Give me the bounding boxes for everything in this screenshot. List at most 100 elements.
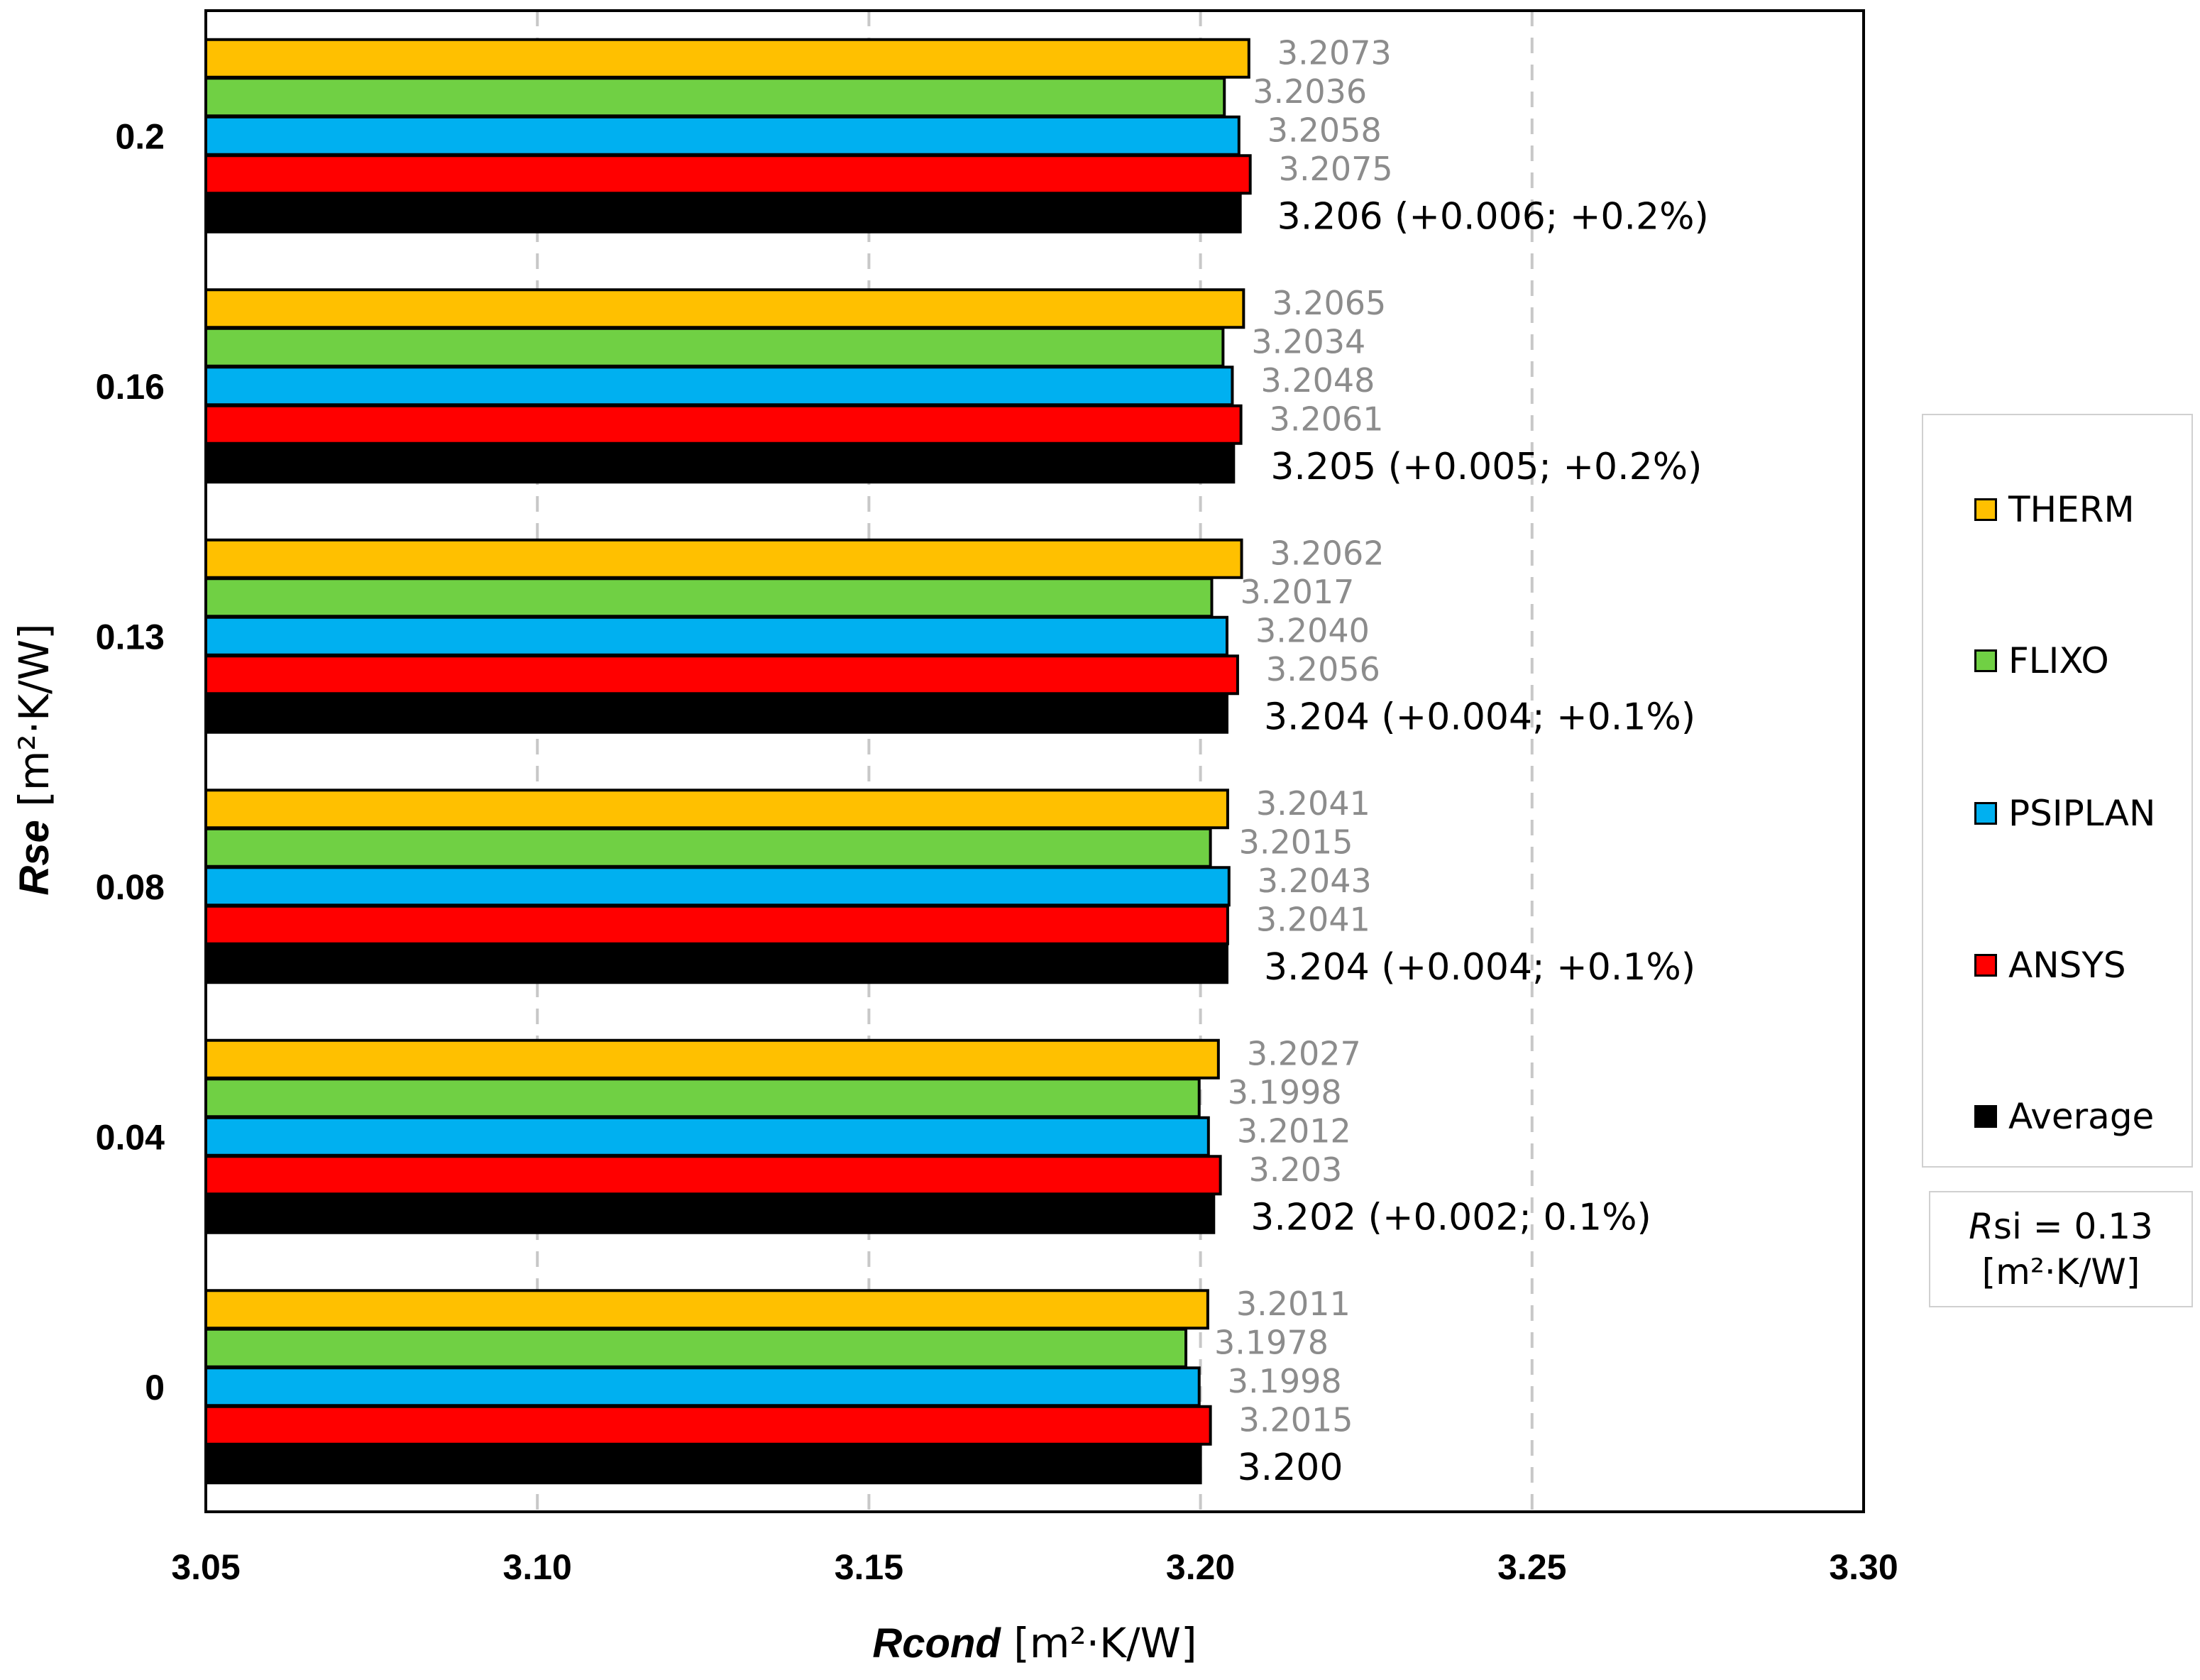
bar-average xyxy=(204,693,1228,734)
value-label: 3.204 (+0.004; +0.1%) xyxy=(1264,696,1695,738)
bar-ansys xyxy=(204,654,1239,696)
y-tick-label: 0 xyxy=(145,1368,165,1407)
bar-average xyxy=(204,192,1242,234)
legend-item-flixo: FLIXO xyxy=(1974,639,2109,682)
legend-label: FLIXO xyxy=(2008,640,2109,681)
value-label: 3.2041 xyxy=(1256,784,1370,823)
legend-label: ANSYS xyxy=(2008,945,2126,986)
bar-therm xyxy=(204,789,1229,830)
bar-therm xyxy=(204,288,1245,329)
value-label: 3.2034 xyxy=(1251,322,1365,361)
legend-item-ansys: ANSYS xyxy=(1974,944,2126,987)
legend-item-psiplan: PSIPLAN xyxy=(1974,792,2155,835)
legend-swatch xyxy=(1974,802,1997,825)
bar-therm xyxy=(204,38,1250,79)
bar-average xyxy=(204,943,1228,984)
bar-average xyxy=(204,1444,1202,1485)
bar-therm xyxy=(204,1038,1220,1080)
value-label: 3.203 xyxy=(1249,1151,1343,1189)
value-label: 3.2065 xyxy=(1272,284,1386,322)
value-label: 3.2040 xyxy=(1255,611,1370,649)
bar-psiplan xyxy=(204,866,1231,907)
legend-label: THERM xyxy=(2008,489,2135,530)
bars xyxy=(204,38,1252,1485)
value-label: 3.2058 xyxy=(1267,111,1382,149)
value-label: 3.2073 xyxy=(1277,33,1392,72)
value-label: 3.2036 xyxy=(1253,72,1367,111)
y-tick-label: 0.04 xyxy=(96,1117,165,1157)
value-label: 3.1998 xyxy=(1228,1362,1342,1400)
bar-flixo xyxy=(204,326,1225,368)
legend: THERM FLIXO PSIPLAN ANSYS Average xyxy=(1922,414,2193,1168)
y-tick-label: 0.08 xyxy=(96,867,165,907)
value-label: 3.2011 xyxy=(1236,1285,1351,1323)
bar-flixo xyxy=(204,77,1226,118)
bar-average xyxy=(204,1193,1216,1234)
x-tick-label: 3.20 xyxy=(1166,1547,1235,1587)
value-label: 3.2062 xyxy=(1270,534,1385,572)
bar-flixo xyxy=(204,577,1214,618)
y-tick-label: 0.13 xyxy=(96,617,165,657)
value-label: 3.2041 xyxy=(1256,900,1370,938)
bar-psiplan xyxy=(204,115,1241,156)
legend-swatch xyxy=(1974,498,1997,521)
x-tick-label: 3.15 xyxy=(835,1547,903,1587)
x-tick-label: 3.05 xyxy=(171,1547,240,1587)
legend-label: PSIPLAN xyxy=(2008,793,2156,834)
bar-psiplan xyxy=(204,366,1234,407)
bar-ansys xyxy=(204,154,1252,195)
x-tick-labels: 3.05 3.10 3.15 3.20 3.25 3.30 xyxy=(171,1547,1898,1587)
legend-label: Average xyxy=(2008,1096,2155,1137)
y-tick-labels: 0.2 0.16 0.13 0.08 0.04 0 xyxy=(96,116,165,1407)
value-label: 3.2027 xyxy=(1247,1034,1361,1072)
value-label: 3.206 (+0.006; +0.2%) xyxy=(1277,195,1709,238)
value-label: 3.2012 xyxy=(1237,1111,1351,1150)
bar-flixo xyxy=(204,1077,1201,1119)
y-tick-label: 0.2 xyxy=(115,116,165,156)
bar-average xyxy=(204,443,1236,484)
bar-psiplan xyxy=(204,1366,1201,1407)
bar-therm xyxy=(204,538,1243,579)
rsi-value: Rsi = 0.13 xyxy=(1969,1206,2153,1247)
rsi-annotation: Rsi = 0.13 [m²·K/W] xyxy=(1929,1191,2193,1307)
bar-flixo xyxy=(204,1327,1188,1368)
value-label: 3.2017 xyxy=(1240,573,1354,611)
legend-item-average: Average xyxy=(1974,1095,2154,1138)
value-label: 3.2061 xyxy=(1270,400,1384,438)
y-axis-title: Rse [m²·K/W] xyxy=(10,623,58,895)
value-label: 3.2056 xyxy=(1266,650,1380,688)
bar-flixo xyxy=(204,827,1212,868)
bar-psiplan xyxy=(204,1116,1210,1157)
value-label: 3.200 xyxy=(1238,1446,1343,1489)
plot-area xyxy=(204,9,1865,1513)
bar-ansys xyxy=(204,904,1229,945)
value-label: 3.2048 xyxy=(1260,361,1375,400)
legend-item-therm: THERM xyxy=(1974,488,2135,531)
grid-lines xyxy=(536,11,1534,1512)
bar-ansys xyxy=(204,1405,1212,1446)
bar-ansys xyxy=(204,1155,1222,1196)
rsi-unit: [m²·K/W] xyxy=(1981,1251,2140,1292)
legend-swatch xyxy=(1974,1105,1997,1128)
x-tick-label: 3.30 xyxy=(1829,1547,1898,1587)
value-label: 3.204 (+0.004; +0.1%) xyxy=(1264,946,1695,989)
bar-psiplan xyxy=(204,615,1228,657)
x-tick-label: 3.10 xyxy=(503,1547,572,1587)
legend-swatch xyxy=(1974,649,1997,672)
bar-therm xyxy=(204,1289,1209,1330)
value-label: 3.1978 xyxy=(1214,1323,1329,1361)
bar-ansys xyxy=(204,404,1243,445)
value-label: 3.2015 xyxy=(1239,823,1353,861)
value-label: 3.2043 xyxy=(1258,862,1372,900)
value-label: 3.205 (+0.005; +0.2%) xyxy=(1270,446,1702,488)
y-tick-label: 0.16 xyxy=(96,367,165,407)
x-axis-title: Rcond [m²·K/W] xyxy=(872,1619,1197,1667)
value-label: 3.202 (+0.002; 0.1%) xyxy=(1250,1196,1651,1239)
value-label: 3.2075 xyxy=(1279,150,1393,188)
legend-swatch xyxy=(1974,954,1997,977)
value-label: 3.1998 xyxy=(1228,1073,1342,1111)
x-tick-label: 3.25 xyxy=(1497,1547,1566,1587)
value-label: 3.2015 xyxy=(1239,1400,1353,1439)
